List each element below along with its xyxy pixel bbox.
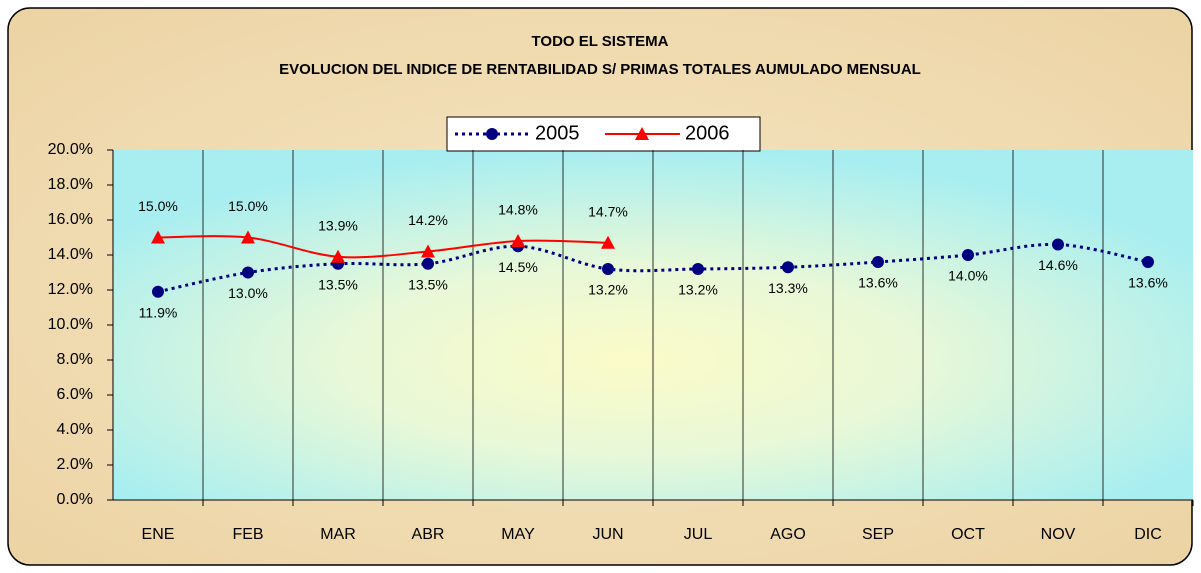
x-tick-label: OCT <box>951 526 985 543</box>
point-marker <box>486 128 498 140</box>
y-tick-label: 4.0% <box>57 421 93 438</box>
y-tick-label: 0.0% <box>57 491 93 508</box>
y-tick-label: 18.0% <box>48 176 93 193</box>
legend-label: 2005 <box>535 122 580 144</box>
x-tick-label: MAY <box>501 526 535 543</box>
legend-label: 2006 <box>685 122 730 144</box>
point-marker <box>511 234 525 247</box>
point-marker <box>602 263 614 275</box>
data-label: 14.8% <box>498 202 538 218</box>
x-tick-label: ENE <box>142 526 175 543</box>
x-tick-label: ABR <box>412 526 445 543</box>
point-marker <box>635 127 649 140</box>
data-label: 13.9% <box>318 217 358 233</box>
data-label: 11.9% <box>139 304 178 320</box>
x-tick-label: NOV <box>1041 526 1076 543</box>
point-marker <box>331 249 345 263</box>
point-marker <box>872 256 884 268</box>
point-marker <box>241 230 255 244</box>
point-marker <box>151 230 165 244</box>
data-label: 13.2% <box>588 282 628 298</box>
data-label: 13.3% <box>768 280 808 296</box>
point-marker <box>242 266 254 279</box>
chart-title: TODO EL SISTEMA <box>532 33 669 50</box>
y-tick-label: 12.0% <box>48 281 93 298</box>
data-label: 13.6% <box>858 275 898 291</box>
data-label: 13.0% <box>228 285 268 301</box>
x-tick-label: JUL <box>684 526 713 543</box>
point-marker <box>601 235 615 249</box>
series-line <box>157 242 1149 294</box>
data-label: 14.2% <box>408 212 448 228</box>
data-label: 13.6% <box>1128 275 1168 291</box>
point-marker <box>692 263 704 275</box>
point-marker <box>782 261 794 274</box>
data-label: 13.5% <box>318 276 358 292</box>
x-tick-label: DIC <box>1134 526 1162 543</box>
x-tick-label: SEP <box>862 526 894 543</box>
y-tick-label: 10.0% <box>48 316 93 333</box>
x-tick-label: JUN <box>592 526 623 543</box>
x-tick-label: MAR <box>320 526 356 543</box>
data-label: 15.0% <box>228 198 268 214</box>
data-label: 14.5% <box>498 259 538 275</box>
point-marker <box>152 285 164 298</box>
y-tick-label: 8.0% <box>57 351 93 368</box>
data-label: 13.5% <box>408 276 448 292</box>
data-label: 14.6% <box>1038 257 1078 273</box>
chart-subtitle: EVOLUCION DEL INDICE DE RENTABILIDAD S/ … <box>279 61 921 78</box>
y-tick-label: 14.0% <box>48 246 93 263</box>
data-label: 15.0% <box>138 198 178 214</box>
point-marker <box>1142 256 1154 268</box>
y-tick-label: 20.0% <box>48 141 93 158</box>
data-label: 13.2% <box>678 282 718 298</box>
point-marker <box>421 244 435 258</box>
data-label: 14.0% <box>948 268 988 284</box>
point-marker <box>422 257 434 270</box>
x-tick-label: AGO <box>770 526 806 543</box>
y-tick-label: 6.0% <box>57 386 93 403</box>
x-tick-label: FEB <box>232 526 263 543</box>
data-label: 14.7% <box>588 203 628 219</box>
point-marker <box>962 249 974 261</box>
y-tick-label: 2.0% <box>57 456 93 473</box>
series-line <box>157 235 609 259</box>
y-tick-label: 16.0% <box>48 211 93 228</box>
point-marker <box>1052 238 1064 251</box>
